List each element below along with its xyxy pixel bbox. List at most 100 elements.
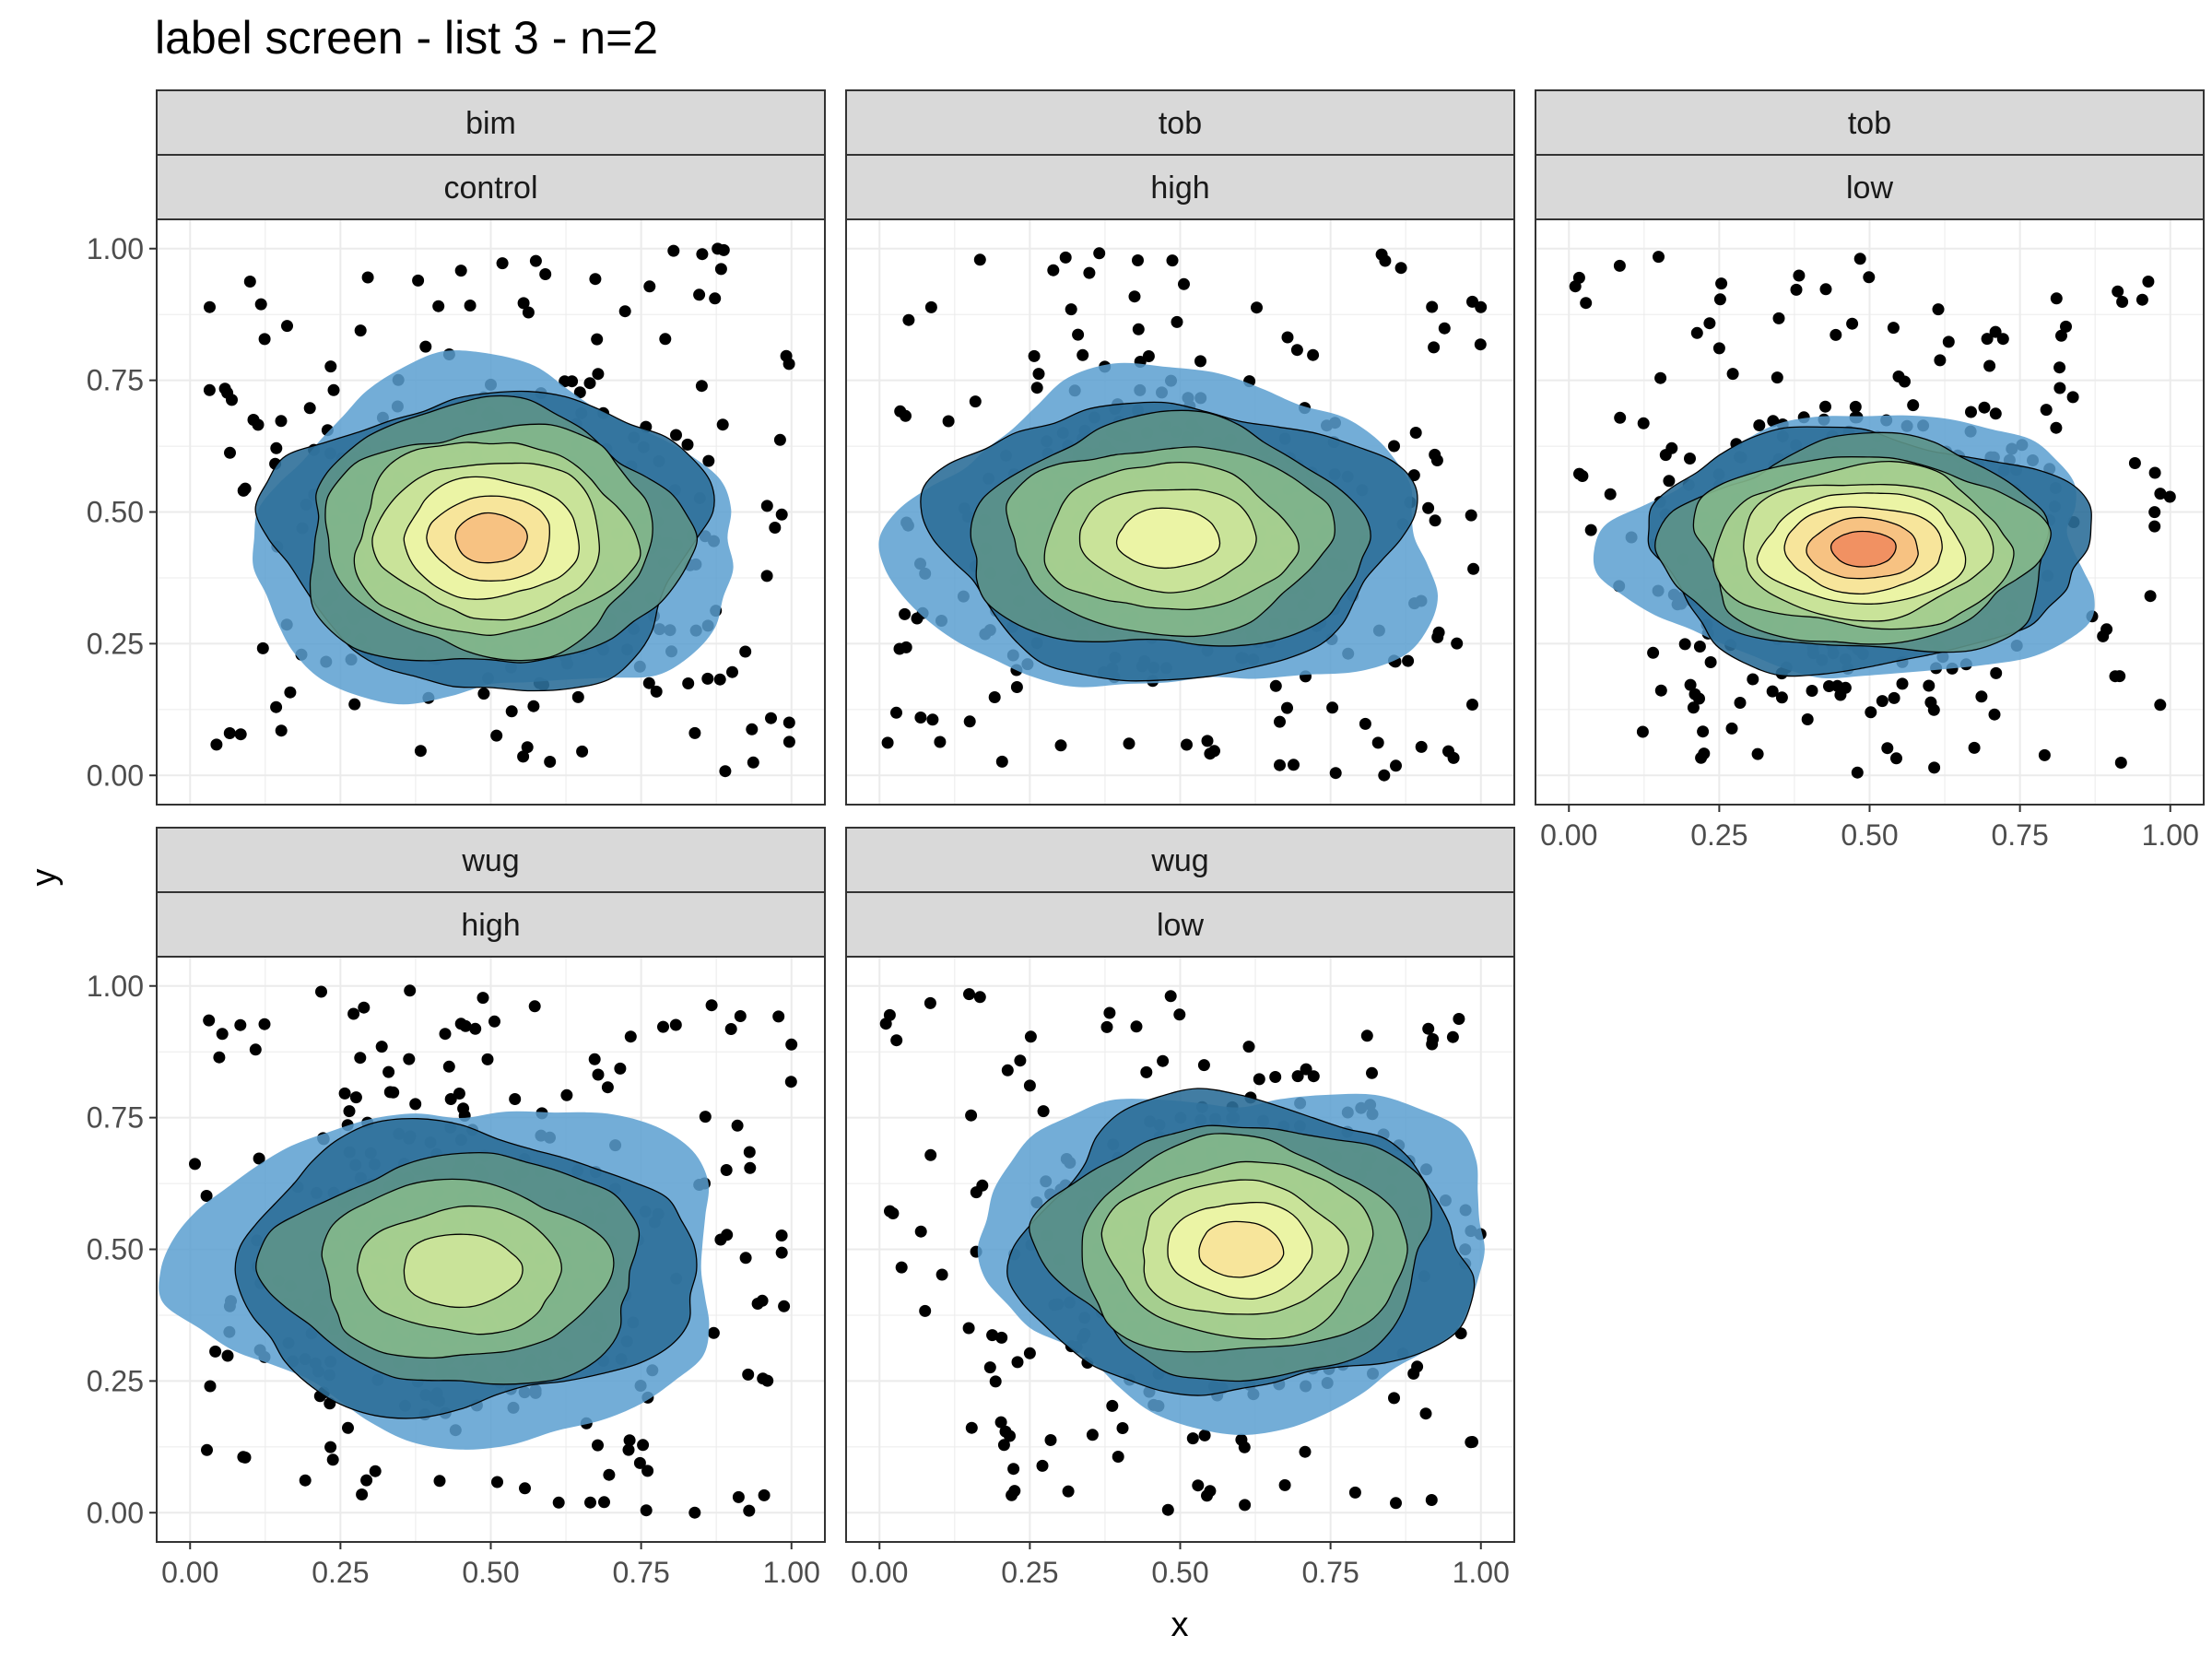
scatter-point [924,300,937,313]
scatter-point [258,1018,271,1030]
facet-strip-label: bim [465,106,516,141]
scatter-point [705,999,718,1012]
scatter-point [1465,1436,1477,1449]
scatter-point [403,1053,416,1065]
scatter-point [879,1018,892,1030]
facet-strip-label: low [1157,908,1204,943]
scatter-point [1299,1445,1312,1458]
scatter-point [249,1043,262,1056]
scatter-point [1726,368,1739,381]
scatter-point [1978,401,1991,414]
scatter-point [361,271,374,284]
scatter-point [640,1504,653,1517]
scatter-point [326,1453,339,1466]
scatter-point [412,274,425,287]
scatter-point [643,280,656,293]
scatter-point [1142,350,1155,362]
scatter-point [1251,301,1263,314]
scatter-point [2114,757,2127,769]
scatter-point [1044,1434,1057,1446]
scatter-point [360,1474,373,1487]
scatter-point [1853,253,1866,265]
scatter-point [1988,708,2001,721]
scatter-point [657,1020,669,1033]
scatter-point [1465,509,1477,522]
scatter-point [924,996,936,1009]
scatter-point [962,1322,975,1335]
scatter-point [1831,679,1844,692]
scatter-point [973,253,986,266]
scatter-point [387,1086,400,1099]
scatter-point [1378,769,1391,782]
scatter-point [1654,684,1667,697]
scatter-point [234,728,247,741]
scatter-point [571,690,584,703]
scatter-point [1086,1429,1099,1441]
scatter-point [1830,328,1842,341]
scatter-point [433,1475,446,1488]
y-tick-label: 0.25 [87,1364,144,1397]
scatter-point [667,244,680,257]
scatter-point [375,1041,388,1053]
scatter-point [1584,524,1597,536]
scatter-point [623,1434,636,1447]
density-contours [878,362,1439,688]
scatter-point [734,1010,747,1022]
scatter-point [1072,328,1085,341]
y-tick-label: 0.50 [87,1233,144,1266]
scatter-point [1164,990,1177,1003]
density-level [1198,1220,1285,1278]
x-tick-label: 0.75 [1991,818,2048,852]
x-tick-label: 0.00 [851,1556,908,1589]
scatter-point [701,672,714,685]
scatter-point [1693,641,1706,653]
scatter-point [716,418,729,431]
scatter-point [2066,391,2079,404]
scatter-point [573,386,586,399]
x-tick-label: 0.25 [1001,1556,1058,1589]
scatter-point [239,482,252,495]
facet-strip-top: tob [1535,89,2205,156]
scatter-point [1819,400,1831,413]
scatter-point [1103,1006,1116,1019]
scatter-point [1402,654,1415,667]
scatter-point [724,1023,737,1035]
scatter-point [505,705,518,718]
scatter-point [1422,1022,1435,1035]
scatter-point [1192,1479,1205,1492]
density-contours [977,1088,1485,1436]
density-contours [159,1111,710,1450]
scatter-point [338,1087,351,1100]
scatter-point [1112,1451,1124,1463]
scatter-point [1851,766,1864,779]
scatter-point [743,1504,756,1517]
scatter-point [1388,1392,1400,1405]
facet-strip-bottom: control [156,154,826,220]
scatter-point [1010,681,1023,693]
scatter-point [303,402,316,415]
scatter-point [1006,1488,1018,1501]
scatter-point [566,375,579,388]
scatter-point [1806,685,1818,697]
scatter-point [1307,1070,1320,1083]
scatter-point [1819,283,1832,296]
scatter-point [713,673,726,686]
scatter-point [1428,341,1441,354]
scatter-point [1422,501,1435,514]
scatter-point [1934,354,1947,367]
scatter-point [1753,419,1766,431]
scatter-point [1975,690,1988,703]
scatter-point [699,1111,712,1124]
scatter-point [1426,300,1439,313]
scatter-point [1415,740,1428,753]
scatter-point [203,1014,216,1027]
x-tick-label: 1.00 [1453,1556,1510,1589]
scatter-point [1466,295,1478,308]
scatter-point [926,713,939,726]
scatter-point [890,706,902,719]
facet-strip-bottom: high [845,154,1515,220]
scatter-point [1983,359,1996,372]
y-tick-label: 0.75 [87,1101,144,1135]
scatter-point [963,715,976,728]
scatter-point [209,1345,222,1358]
